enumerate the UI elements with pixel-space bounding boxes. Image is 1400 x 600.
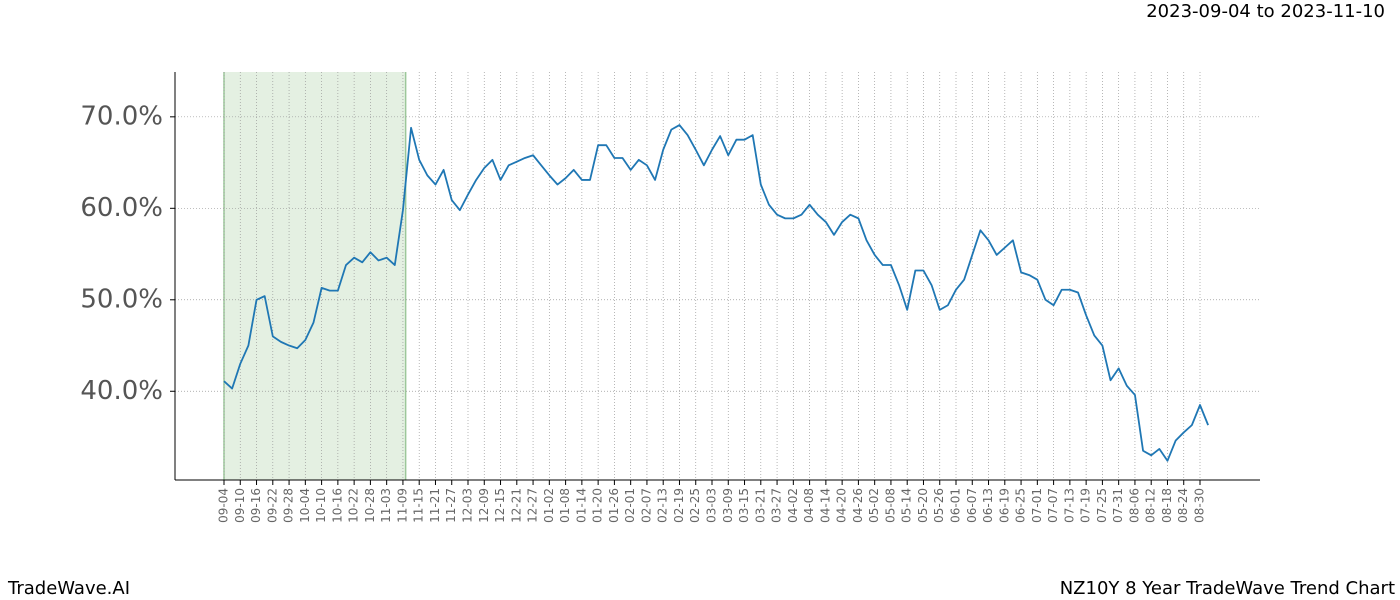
- x-tick-label: 05-20: [916, 488, 930, 523]
- x-tick-label: 09-28: [282, 488, 296, 523]
- x-tick-label: 11-03: [379, 488, 393, 523]
- range-start: 2023-09-04: [1146, 1, 1251, 22]
- x-tick-label: 08-24: [1176, 488, 1190, 523]
- y-tick-label: 40.0%: [80, 376, 163, 406]
- x-tick-label: 05-08: [883, 488, 897, 523]
- x-tick-label: 07-13: [1062, 488, 1076, 523]
- y-tick-label: 60.0%: [80, 193, 163, 223]
- x-tick-label: 06-25: [1014, 488, 1028, 523]
- x-tick-label: 03-15: [737, 488, 751, 523]
- x-tick-label: 01-02: [542, 488, 556, 523]
- x-tick-label: 10-04: [298, 488, 312, 523]
- x-tick-label: 07-19: [1079, 488, 1093, 523]
- x-tick-label: 03-27: [770, 488, 784, 523]
- range-end: 2023-11-10: [1280, 1, 1385, 22]
- x-tick-label: 04-26: [851, 488, 865, 523]
- highlight-band: [224, 72, 406, 480]
- x-tick-label: 02-13: [656, 488, 670, 523]
- x-tick-label: 03-09: [721, 488, 735, 523]
- x-tick-label: 09-16: [249, 488, 263, 523]
- range-sep: to: [1257, 1, 1275, 22]
- x-tick-label: 06-13: [981, 488, 995, 523]
- x-tick-label: 05-26: [932, 488, 946, 523]
- x-tick-label: 04-02: [786, 488, 800, 523]
- x-tick-label: 05-14: [900, 488, 914, 523]
- x-tick-label: 10-16: [330, 488, 344, 523]
- date-range: 2023-09-04 to 2023-11-10: [1146, 1, 1385, 22]
- x-tick-label: 12-03: [461, 488, 475, 523]
- x-tick-label: 11-15: [412, 488, 426, 523]
- x-tick-label: 04-20: [835, 488, 849, 523]
- x-tick-label: 07-01: [1030, 488, 1044, 523]
- x-tick-label: 08-12: [1144, 488, 1158, 523]
- x-tick-label: 12-27: [526, 488, 540, 523]
- brand: TradeWave.AI: [7, 578, 130, 599]
- x-tick-label: 11-21: [428, 488, 442, 523]
- x-tick-label: 07-25: [1095, 488, 1109, 523]
- x-tick-label: 01-20: [591, 488, 605, 523]
- x-tick-label: 09-22: [265, 488, 279, 523]
- x-tick-label: 01-14: [574, 488, 588, 523]
- x-tick-label: 05-02: [867, 488, 881, 523]
- x-tick-label: 02-19: [672, 488, 686, 523]
- x-tick-label: 06-19: [997, 488, 1011, 523]
- x-tick-label: 12-15: [493, 488, 507, 523]
- x-tick-label: 10-28: [363, 488, 377, 523]
- x-tick-label: 02-25: [688, 488, 702, 523]
- x-tick-label: 09-10: [233, 488, 247, 523]
- x-tick-label: 04-08: [802, 488, 816, 523]
- x-tick-label: 01-26: [607, 488, 621, 523]
- x-tick-label: 11-27: [444, 488, 458, 523]
- x-tick-label: 04-14: [818, 488, 832, 523]
- x-tick-label: 06-07: [965, 488, 979, 523]
- x-tick-label: 03-21: [753, 488, 767, 523]
- x-tick-label: 02-01: [623, 488, 637, 523]
- x-tick-label: 08-06: [1127, 488, 1141, 523]
- x-tick-label: 11-09: [395, 488, 409, 523]
- x-tick-label: 12-21: [509, 488, 523, 523]
- x-tick-label: 08-18: [1160, 488, 1174, 523]
- x-tick-label: 10-22: [347, 488, 361, 523]
- y-tick-label: 70.0%: [80, 101, 163, 131]
- x-tick-label: 10-10: [314, 488, 328, 523]
- trend-line: [223, 124, 1209, 462]
- x-tick-label: 08-30: [1193, 488, 1207, 523]
- x-tick-label: 03-03: [705, 488, 719, 523]
- x-tick-label: 07-07: [1046, 488, 1060, 523]
- x-tick-label: 02-07: [639, 488, 653, 523]
- x-tick-label: 09-04: [217, 488, 231, 523]
- y-tick-label: 50.0%: [80, 284, 163, 314]
- x-tick-label: 06-01: [949, 488, 963, 523]
- x-tick-label: 01-08: [558, 488, 572, 523]
- x-tick-label: 12-09: [477, 488, 491, 523]
- chart-title: NZ10Y 8 Year TradeWave Trend Chart: [1060, 578, 1395, 599]
- x-tick-label: 07-31: [1111, 488, 1125, 523]
